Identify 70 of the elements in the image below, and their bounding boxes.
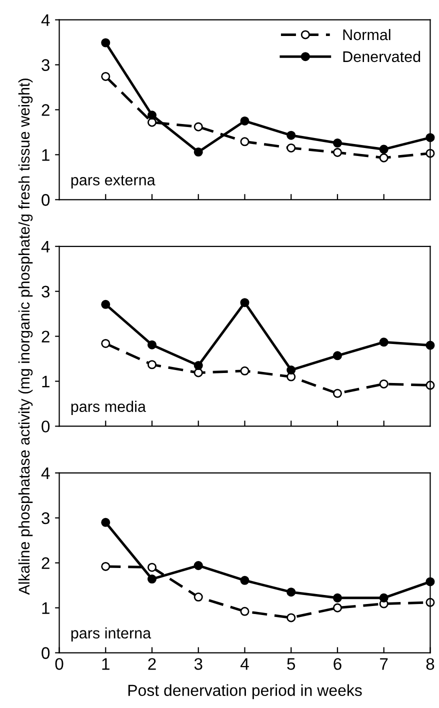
point xyxy=(194,561,203,570)
legend-label: Denervated xyxy=(343,50,420,62)
point xyxy=(332,593,342,602)
point xyxy=(240,366,250,376)
point xyxy=(240,298,250,308)
y-tick-label: 4 xyxy=(41,14,50,26)
x-axis-title: Post denervation period in weeks xyxy=(128,684,362,700)
y-tick-label: 0 xyxy=(42,647,50,659)
point xyxy=(147,340,157,350)
y-tick-label: 2 xyxy=(42,330,50,342)
point xyxy=(147,574,157,584)
point xyxy=(194,592,203,602)
y-tick-label: 0 xyxy=(42,420,50,432)
point xyxy=(101,72,110,81)
x-tick-label: 3 xyxy=(194,658,202,670)
point xyxy=(332,351,342,360)
point xyxy=(332,388,342,398)
legend-label: Normal xyxy=(343,28,390,40)
x-tick-label: 8 xyxy=(426,658,434,670)
y-tick-label: 3 xyxy=(42,286,50,298)
point xyxy=(101,518,110,527)
annotation: pars externa xyxy=(71,175,156,188)
annotation: pars media xyxy=(71,400,146,415)
point xyxy=(147,562,157,572)
point xyxy=(194,368,203,378)
point xyxy=(286,130,296,140)
point xyxy=(379,153,388,162)
point xyxy=(332,603,342,612)
point xyxy=(101,338,110,348)
y-tick-label: 2 xyxy=(42,557,50,569)
x-tick-label: 1 xyxy=(102,658,110,670)
x-tick-label: 7 xyxy=(380,658,388,670)
y-axis-title: Alkaline phosphatase activity (mg inorganic phosphate/g fresh tissue weight) xyxy=(18,78,33,595)
annotation: pars interna xyxy=(71,627,152,642)
point xyxy=(379,379,388,388)
y-tick-label: 1 xyxy=(42,149,50,161)
point xyxy=(101,300,110,309)
point xyxy=(379,144,388,154)
point xyxy=(240,576,250,585)
point xyxy=(194,122,203,132)
point xyxy=(101,38,110,48)
point xyxy=(332,148,342,157)
point xyxy=(240,137,250,146)
point xyxy=(286,366,296,375)
x-tick-label: 5 xyxy=(287,658,296,670)
y-tick-label: 1 xyxy=(42,602,50,614)
y-tick-label: 3 xyxy=(42,59,50,71)
point xyxy=(194,361,203,370)
point xyxy=(286,613,296,622)
point xyxy=(332,138,342,148)
x-tick-label: 2 xyxy=(148,658,156,670)
point xyxy=(240,606,250,616)
point xyxy=(147,360,157,370)
point xyxy=(194,147,203,157)
y-tick-label: 4 xyxy=(41,468,50,479)
x-tick-label: 6 xyxy=(334,658,342,670)
y-tick-label: 2 xyxy=(42,104,50,116)
x-tick-label: 4 xyxy=(240,658,249,670)
y-tick-label: 4 xyxy=(41,240,50,252)
x-tick-label: 0 xyxy=(55,658,64,670)
point xyxy=(379,338,388,347)
point xyxy=(379,593,388,602)
y-tick-label: 1 xyxy=(42,376,50,388)
point xyxy=(240,116,250,126)
y-tick-label: 0 xyxy=(42,194,50,206)
y-tick-label: 3 xyxy=(42,512,50,524)
point xyxy=(286,588,296,597)
point xyxy=(101,562,110,571)
point xyxy=(147,110,157,120)
point xyxy=(286,143,296,152)
